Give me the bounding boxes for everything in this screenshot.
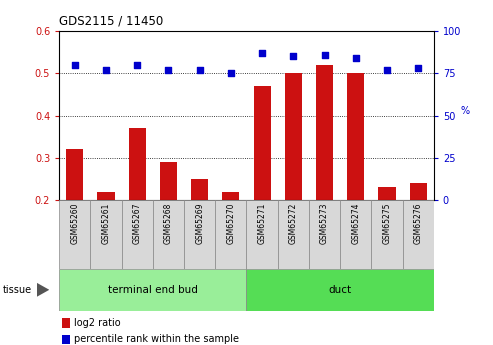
Polygon shape [37,283,49,297]
Point [320,52,328,58]
Point [258,50,266,56]
Bar [410,183,427,200]
Y-axis label: %: % [461,106,470,116]
Text: GSM65261: GSM65261 [102,202,110,244]
Bar [379,187,395,200]
Text: GSM65274: GSM65274 [352,202,360,244]
Point [289,54,297,59]
Point [102,67,110,73]
Bar [59,200,90,269]
Bar [66,149,83,200]
Bar [129,128,146,200]
Point [383,67,391,73]
Bar [98,192,114,200]
Text: GSM65268: GSM65268 [164,202,173,244]
Bar [316,65,333,200]
Bar [371,200,403,269]
Text: GSM65275: GSM65275 [383,202,391,244]
Point [352,55,360,61]
Bar [309,200,340,269]
Text: GSM65272: GSM65272 [289,202,298,244]
Text: tissue: tissue [2,285,32,295]
Text: GSM65270: GSM65270 [226,202,235,244]
Point [165,67,173,73]
Text: percentile rank within the sample: percentile rank within the sample [74,335,239,344]
Point [196,67,204,73]
Point [227,71,235,76]
Bar [191,179,208,200]
Text: terminal end bud: terminal end bud [108,285,198,295]
Bar [278,200,309,269]
Bar [347,73,364,200]
Text: GSM65267: GSM65267 [133,202,141,244]
Bar [246,200,278,269]
Text: GSM65260: GSM65260 [70,202,79,244]
Text: GSM65276: GSM65276 [414,202,423,244]
Bar [160,162,177,200]
Text: GDS2115 / 11450: GDS2115 / 11450 [59,14,163,28]
Point [414,66,422,71]
Bar [122,200,153,269]
Bar [285,73,302,200]
Bar [153,200,184,269]
Bar [403,200,434,269]
Text: GSM65271: GSM65271 [258,202,267,244]
Point [133,62,141,68]
Bar [246,269,434,310]
Bar [59,269,246,310]
Bar [253,86,271,200]
Bar [184,200,215,269]
Point [71,62,79,68]
Text: duct: duct [329,285,352,295]
Text: GSM65269: GSM65269 [195,202,204,244]
Bar [222,192,240,200]
Text: log2 ratio: log2 ratio [74,318,121,328]
Text: GSM65273: GSM65273 [320,202,329,244]
Bar [90,200,122,269]
Bar [340,200,371,269]
Bar [215,200,246,269]
